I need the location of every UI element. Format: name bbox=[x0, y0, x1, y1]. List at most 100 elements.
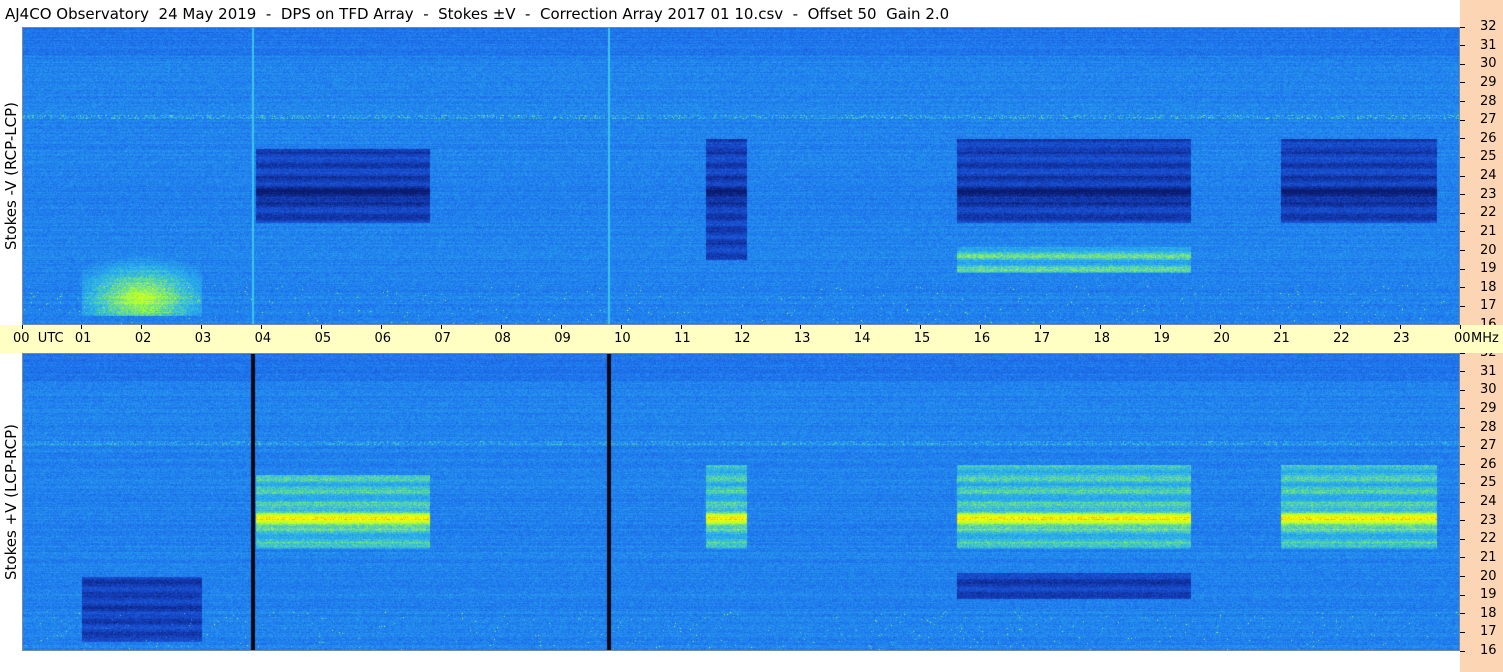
freq-tick-mark bbox=[1460, 576, 1465, 577]
chart-title: AJ4CO Observatory 24 May 2019 - DPS on T… bbox=[5, 5, 950, 23]
freq-tick-label: 27 bbox=[1480, 112, 1497, 128]
time-tick-mark bbox=[440, 325, 442, 329]
time-tick-mark bbox=[920, 325, 922, 329]
time-tick-mark bbox=[81, 325, 83, 329]
time-tick-label: 03 bbox=[194, 331, 212, 346]
time-tick-mark bbox=[800, 325, 802, 329]
time-tick-mark bbox=[980, 325, 982, 329]
freq-tick-label: 31 bbox=[1480, 363, 1497, 379]
time-tick-mark bbox=[1100, 325, 1101, 329]
freq-tick-mark bbox=[1460, 250, 1465, 251]
top-ylabel-text: Stokes -V (RCP-LCP) bbox=[2, 102, 20, 250]
time-axis: 00 UTC 01 02 03 04 05 06 07 08 09 10 11 12 13 14 15 16 17… bbox=[0, 325, 1503, 353]
freq-tick-mark bbox=[1460, 371, 1465, 373]
freq-tick-label: 19 bbox=[1480, 261, 1497, 277]
freq-tick-mark bbox=[1460, 45, 1465, 47]
time-tick-label: 20 bbox=[1213, 331, 1230, 346]
time-tick-mark bbox=[860, 325, 862, 329]
freq-tick-mark bbox=[1460, 63, 1465, 65]
freq-tick-mark bbox=[1460, 557, 1465, 559]
time-tick-mark bbox=[1040, 325, 1042, 329]
time-tick-label: 04 bbox=[254, 331, 272, 346]
freq-tick-mark bbox=[1460, 650, 1465, 652]
freq-tick-label: 21 bbox=[1480, 223, 1497, 239]
freq-tick-mark bbox=[1460, 119, 1465, 121]
freq-tick-mark bbox=[1460, 352, 1465, 354]
freq-tick-label: 31 bbox=[1480, 37, 1497, 53]
freq-tick-label: 16 bbox=[1480, 643, 1497, 658]
spectrogram-stokes-minus-v bbox=[22, 27, 1460, 325]
time-tick-label: 07 bbox=[434, 331, 451, 346]
time-tick-mark bbox=[321, 325, 323, 329]
freq-tick-mark bbox=[1460, 231, 1465, 233]
freq-tick-mark bbox=[1460, 175, 1465, 177]
freq-tick-label: 26 bbox=[1480, 456, 1497, 472]
time-tick-mark bbox=[740, 325, 742, 329]
freq-tick-label: 19 bbox=[1480, 587, 1497, 603]
freq-tick-label: 30 bbox=[1480, 56, 1497, 72]
freq-tick-mark bbox=[1460, 631, 1465, 633]
time-tick-mark bbox=[1339, 325, 1341, 329]
frequency-unit-label: MHz bbox=[1471, 331, 1499, 346]
freq-tick-label: 29 bbox=[1480, 74, 1497, 90]
freq-tick-label: 27 bbox=[1480, 438, 1497, 454]
time-tick-mark bbox=[1459, 325, 1461, 329]
time-tick-label: 05 bbox=[314, 331, 332, 346]
time-tick-label: 23 bbox=[1393, 331, 1410, 346]
freq-tick-label: 23 bbox=[1480, 512, 1497, 528]
time-tick-label: 22 bbox=[1333, 331, 1350, 346]
time-tick-label: 17 bbox=[1033, 331, 1051, 346]
freq-tick-label: 25 bbox=[1480, 149, 1497, 165]
freq-tick-mark bbox=[1460, 408, 1465, 410]
time-tick-label: 18 bbox=[1093, 331, 1111, 346]
freq-tick-mark bbox=[1460, 464, 1465, 466]
time-tick-label: 02 bbox=[134, 331, 152, 346]
freq-tick-mark bbox=[1460, 212, 1465, 214]
time-tick-label: 19 bbox=[1153, 331, 1170, 346]
freq-tick-label: 18 bbox=[1480, 279, 1497, 295]
time-tick-mark bbox=[21, 325, 23, 329]
freq-tick-label: 17 bbox=[1480, 624, 1497, 640]
freq-tick-label: 24 bbox=[1480, 494, 1497, 509]
freq-tick-label: 21 bbox=[1480, 549, 1497, 565]
time-tick-label: 16 bbox=[973, 331, 991, 346]
time-tick-label: 11 bbox=[674, 331, 691, 346]
freq-tick-mark bbox=[1460, 26, 1465, 28]
freq-tick-label: 18 bbox=[1480, 605, 1497, 621]
freq-tick-label: 22 bbox=[1480, 205, 1497, 221]
time-tick-label: 15 bbox=[913, 331, 931, 346]
time-tick-label: 14 bbox=[853, 331, 871, 346]
freq-tick-label: 29 bbox=[1480, 400, 1497, 416]
freq-tick-mark bbox=[1460, 389, 1465, 391]
time-tick-label: 00 UTC bbox=[13, 331, 64, 346]
time-tick-mark bbox=[1279, 325, 1281, 329]
freq-tick-mark bbox=[1460, 138, 1465, 140]
freq-tick-mark bbox=[1460, 594, 1465, 596]
freq-tick-mark bbox=[1460, 482, 1465, 484]
freq-tick-label: 24 bbox=[1480, 168, 1497, 183]
freq-tick-mark bbox=[1460, 305, 1465, 307]
time-tick-label: 12 bbox=[734, 331, 751, 346]
freq-tick-mark bbox=[1460, 520, 1465, 522]
time-tick-mark bbox=[141, 325, 143, 329]
time-tick-mark bbox=[201, 325, 203, 329]
freq-tick-mark bbox=[1460, 287, 1465, 289]
freq-tick-label: 17 bbox=[1480, 298, 1497, 314]
time-tick-label: 00 bbox=[1454, 331, 1471, 346]
freq-tick-label: 26 bbox=[1480, 130, 1497, 146]
time-tick-label: 21 bbox=[1273, 331, 1290, 346]
time-tick-mark bbox=[381, 325, 382, 329]
freq-tick-mark bbox=[1460, 156, 1465, 158]
time-tick-label: 09 bbox=[554, 331, 571, 346]
freq-tick-mark bbox=[1460, 538, 1465, 540]
freq-tick-label: 30 bbox=[1480, 382, 1497, 398]
bottom-ylabel-text: Stokes +V (LCP-RCP) bbox=[2, 424, 20, 580]
bottom-panel-ylabel: Stokes +V (LCP-RCP) bbox=[0, 353, 22, 651]
freq-tick-label: 20 bbox=[1480, 242, 1497, 258]
time-tick-label: 06 bbox=[374, 331, 392, 346]
freq-tick-label: 28 bbox=[1480, 93, 1497, 109]
freq-tick-mark bbox=[1460, 613, 1465, 615]
freq-tick-mark bbox=[1460, 268, 1465, 270]
time-tick-mark bbox=[1399, 325, 1401, 329]
freq-tick-label: 32 bbox=[1480, 19, 1497, 34]
